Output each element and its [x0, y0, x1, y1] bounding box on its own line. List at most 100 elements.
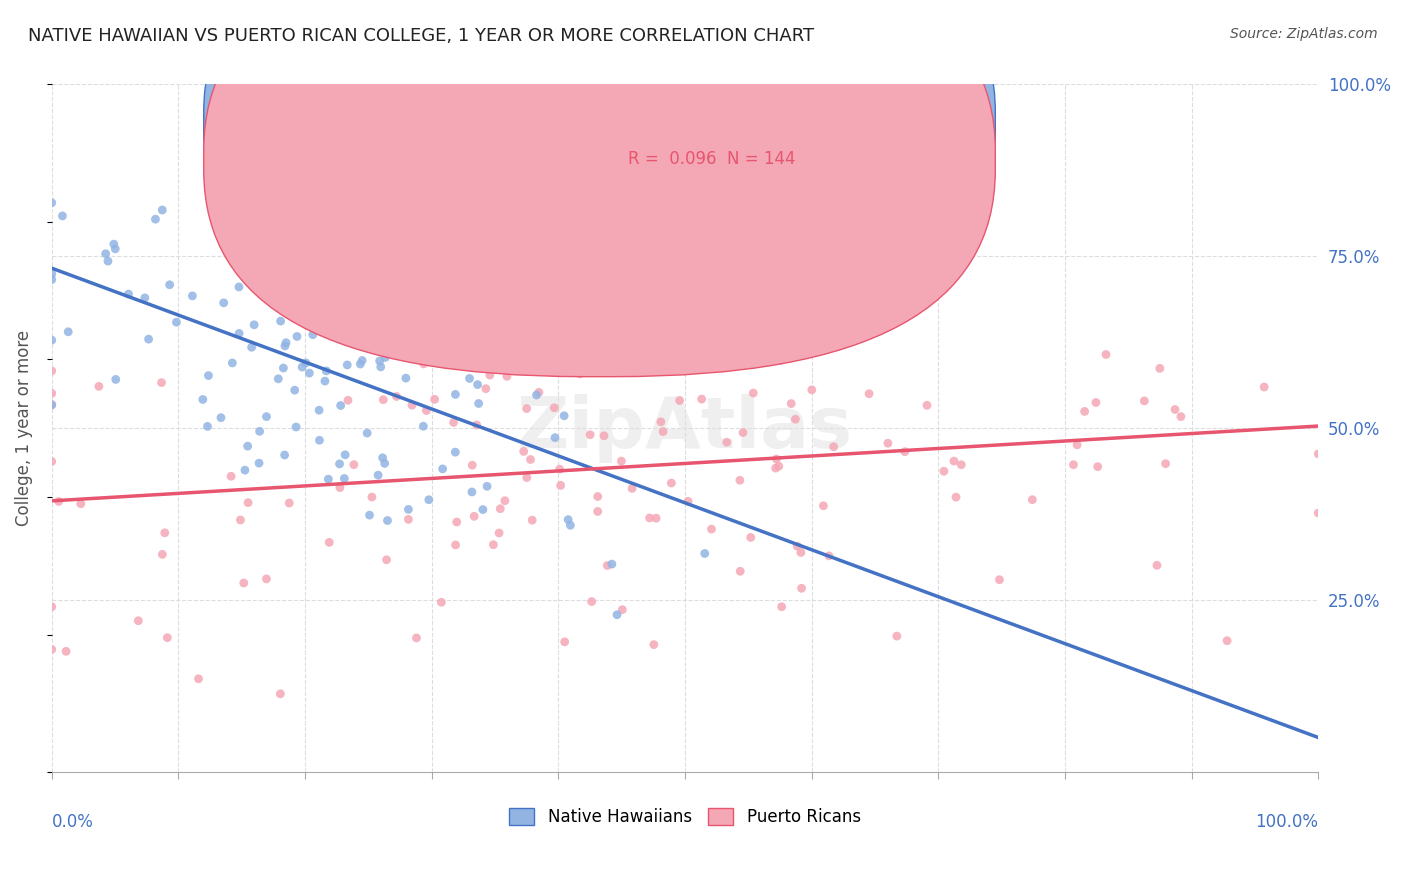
Point	[486, 319, 509, 334]
Point	[41, 272, 63, 286]
Point	[367, 468, 389, 483]
Point	[260, 287, 283, 301]
Point	[374, 456, 396, 470]
Point	[494, 493, 516, 508]
Point	[430, 595, 453, 609]
Point	[716, 435, 738, 450]
Point	[249, 286, 271, 301]
Point	[221, 356, 243, 370]
Point	[51, 209, 73, 223]
Point	[150, 547, 173, 561]
Point	[444, 445, 467, 459]
Point	[359, 508, 381, 523]
Point	[1021, 492, 1043, 507]
Point	[48, 494, 70, 508]
Point	[97, 254, 120, 268]
Point	[103, 237, 125, 252]
Point	[256, 409, 278, 424]
Point	[686, 255, 709, 269]
Point	[343, 458, 366, 472]
Point	[544, 431, 567, 445]
Point	[482, 538, 505, 552]
Point	[742, 386, 765, 401]
Point	[700, 522, 723, 536]
FancyBboxPatch shape	[204, 0, 995, 376]
Point	[557, 293, 579, 307]
Point	[1066, 438, 1088, 452]
Point	[596, 558, 619, 573]
Point	[676, 494, 699, 508]
Point	[228, 280, 250, 294]
Point	[104, 242, 127, 256]
Point	[443, 416, 465, 430]
Point	[41, 386, 63, 401]
Point	[278, 496, 301, 510]
Point	[1308, 506, 1330, 520]
Point	[945, 490, 967, 504]
Point	[374, 351, 396, 365]
Point	[1095, 347, 1118, 361]
Point	[233, 463, 256, 477]
Point	[229, 513, 252, 527]
Point	[336, 393, 359, 408]
Point	[548, 462, 571, 476]
Point	[650, 415, 672, 429]
Point	[197, 419, 219, 434]
Point	[236, 495, 259, 509]
Point	[950, 458, 973, 472]
Point	[212, 296, 235, 310]
Point	[770, 599, 793, 614]
Text: ZipAtlas: ZipAtlas	[517, 393, 853, 463]
Point	[395, 371, 418, 385]
Point	[606, 607, 628, 622]
Point	[446, 515, 468, 529]
Point	[159, 277, 181, 292]
Text: NATIVE HAWAIIAN VS PUERTO RICAN COLLEGE, 1 YEAR OR MORE CORRELATION CHART: NATIVE HAWAIIAN VS PUERTO RICAN COLLEGE,…	[28, 27, 814, 45]
Point	[267, 372, 290, 386]
Point	[823, 440, 845, 454]
Text: R = -0.494  N = 115: R = -0.494 N = 115	[628, 112, 796, 129]
Point	[41, 454, 63, 468]
Point	[586, 490, 609, 504]
Point	[858, 386, 880, 401]
Point	[359, 309, 381, 323]
FancyBboxPatch shape	[558, 98, 988, 191]
Point	[436, 299, 458, 313]
Point	[506, 342, 529, 356]
Point	[401, 398, 423, 412]
Point	[638, 511, 661, 525]
Point	[988, 573, 1011, 587]
Point	[349, 357, 371, 371]
Point	[581, 594, 603, 608]
Point	[269, 687, 291, 701]
Point	[586, 504, 609, 518]
Point	[690, 392, 713, 406]
Point	[290, 308, 312, 322]
Point	[243, 318, 266, 332]
Point	[612, 602, 634, 616]
Point	[145, 212, 167, 227]
Point	[706, 359, 728, 373]
Legend: Native Hawaiians, Puerto Ricans: Native Hawaiians, Puerto Ricans	[502, 801, 868, 832]
Point	[41, 398, 63, 412]
Point	[301, 327, 323, 342]
Point	[318, 535, 340, 549]
Point	[332, 308, 354, 322]
Point	[458, 371, 481, 385]
Point	[295, 356, 318, 370]
Point	[643, 638, 665, 652]
Point	[423, 392, 446, 407]
Point	[617, 336, 640, 351]
Point	[554, 635, 576, 649]
Point	[41, 642, 63, 657]
Point	[55, 644, 77, 658]
Point	[298, 366, 321, 380]
Point	[1164, 402, 1187, 417]
Point	[844, 282, 866, 296]
Point	[1253, 380, 1275, 394]
Point	[645, 511, 668, 525]
Point	[284, 383, 307, 397]
Point	[461, 458, 484, 473]
Point	[621, 482, 644, 496]
Point	[94, 246, 117, 260]
